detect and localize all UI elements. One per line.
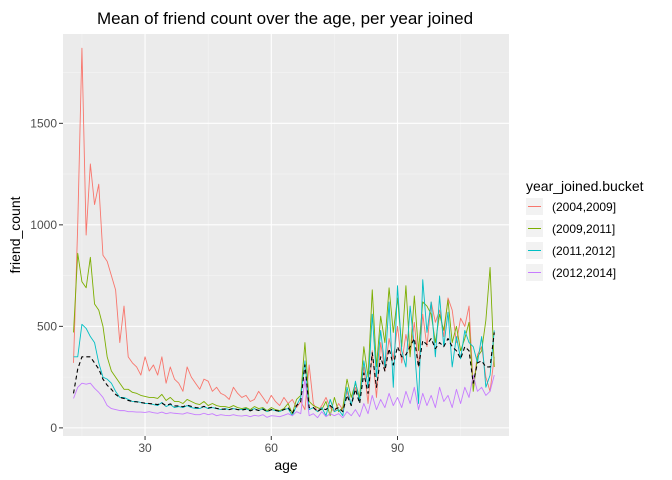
series-line-1 bbox=[73, 47, 495, 413]
legend-label: (2012,2014] bbox=[552, 266, 616, 280]
x-tick-label: 90 bbox=[391, 441, 405, 455]
series-line-2 bbox=[73, 252, 495, 417]
legend-label: (2011,2012] bbox=[552, 244, 615, 258]
x-tick-label: 30 bbox=[138, 441, 152, 455]
y-axis-ticks: 0 500 1000 1500 bbox=[30, 116, 63, 435]
plot-panel bbox=[63, 34, 509, 436]
legend-title: year_joined.bucket bbox=[526, 178, 644, 194]
x-axis-ticks: 30 60 90 bbox=[138, 436, 404, 455]
y-tick-label: 0 bbox=[50, 421, 57, 435]
x-axis-title: age bbox=[274, 457, 298, 473]
series-line-4 bbox=[73, 374, 495, 419]
series-layer bbox=[72, 47, 495, 419]
legend-label: (2004,2009] bbox=[552, 200, 616, 214]
y-axis-title: friend_count bbox=[7, 196, 23, 273]
major-gridlines bbox=[63, 34, 509, 436]
y-tick-label: 1000 bbox=[30, 218, 57, 232]
y-tick-label: 1500 bbox=[30, 116, 57, 130]
x-tick-label: 60 bbox=[265, 441, 279, 455]
legend-label: (2009,2011] bbox=[552, 222, 615, 236]
legend: year_joined.bucket (2004,2009] (2009,2011… bbox=[526, 178, 644, 281]
series-line-overall-mean bbox=[72, 332, 495, 414]
chart-title: Mean of friend count over the age, per y… bbox=[97, 9, 473, 28]
y-tick-label: 500 bbox=[37, 319, 57, 333]
minor-gridlines bbox=[63, 34, 509, 436]
